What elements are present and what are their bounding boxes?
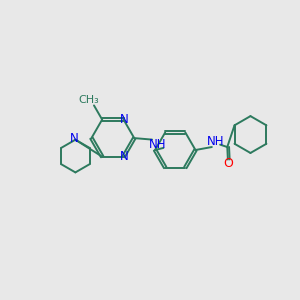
Text: N: N — [120, 113, 129, 126]
Text: NH: NH — [207, 135, 225, 148]
Text: N: N — [120, 150, 129, 163]
Text: O: O — [224, 157, 233, 170]
Text: N: N — [70, 132, 79, 145]
Text: CH₃: CH₃ — [78, 95, 99, 105]
Text: NH: NH — [149, 138, 166, 151]
